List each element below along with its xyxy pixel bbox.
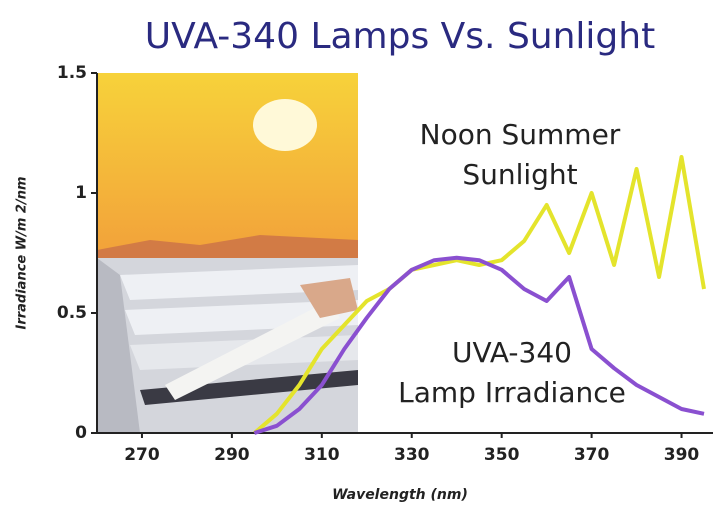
y-axis-label: Irradiance W/m 2/nm	[15, 176, 30, 329]
annotation: Lamp Irradiance	[398, 376, 626, 409]
x-tick-label: 370	[574, 445, 610, 465]
y-tick-label: 1.5	[57, 63, 87, 83]
x-tick-label: 390	[664, 445, 700, 465]
y-tick-label: 1	[75, 183, 87, 203]
y-tick-label: 0	[75, 423, 87, 443]
x-tick-label: 270	[124, 445, 160, 465]
annotation: Noon Summer	[420, 118, 621, 151]
x-tick-label: 330	[394, 445, 430, 465]
x-axis-label: Wavelength (nm)	[332, 487, 468, 503]
y-tick-label: 0.5	[57, 303, 87, 323]
chart-title: UVA-340 Lamps Vs. Sunlight	[145, 16, 655, 57]
series-line	[253, 155, 706, 435]
x-tick-label: 290	[214, 445, 250, 465]
annotation: UVA-340	[452, 336, 572, 369]
annotation: Sunlight	[462, 158, 577, 191]
x-tick-label: 350	[484, 445, 520, 465]
series-line	[253, 255, 705, 435]
x-tick-label: 310	[304, 445, 340, 465]
photo	[97, 73, 358, 433]
